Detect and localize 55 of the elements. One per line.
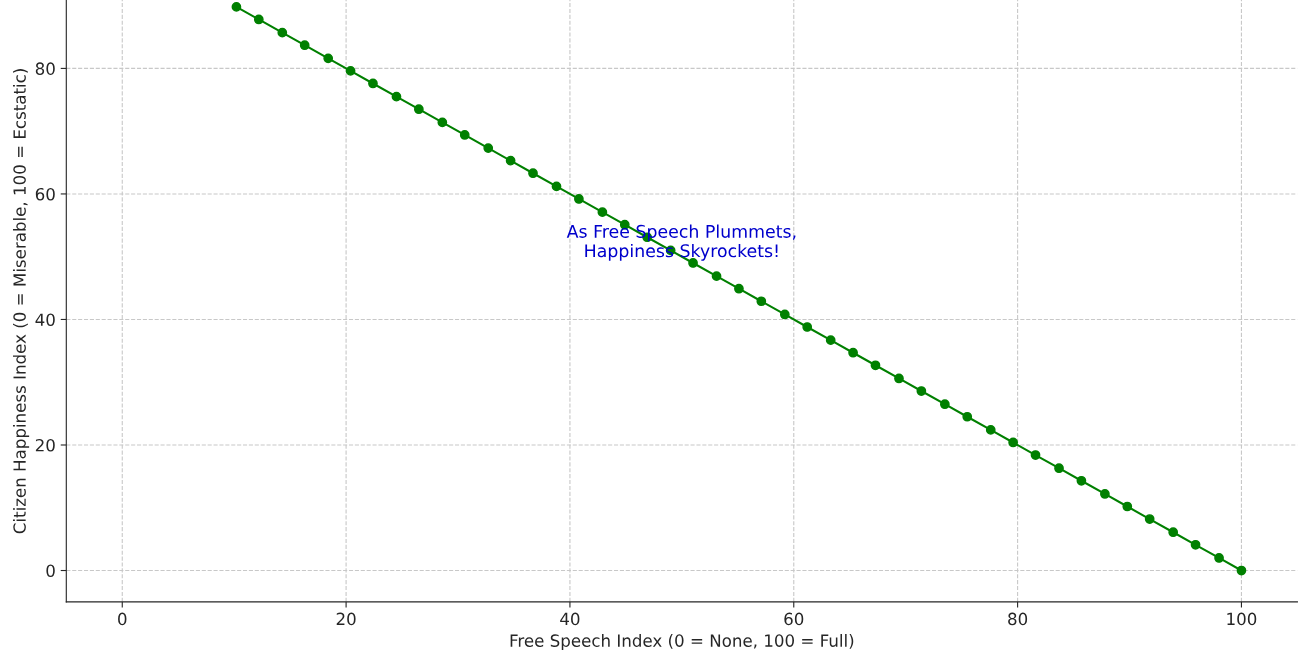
point [1214,553,1224,563]
x-axis-title: Free Speech Index (0 = None, 100 = Full) [510,634,854,650]
point [1008,437,1018,448]
y-tick-label: 60 [35,187,55,201]
annotation: As Free Speech Plummets, Happiness Skyrockets! [566,224,796,261]
point [779,309,790,320]
point [848,347,858,358]
x-tick-label: 40 [560,612,580,626]
point [1168,527,1179,538]
point [231,2,242,12]
point [505,155,516,166]
point [1076,475,1087,486]
point [1030,450,1041,460]
point [253,14,264,25]
point [368,78,378,89]
x-tick-label: 20 [336,612,356,626]
point [711,271,722,282]
x-tick-label: 60 [784,612,804,626]
point [916,386,927,396]
point [1100,489,1110,499]
y-tick-label: 80 [35,62,55,75]
y-axis-title: Citizen Happiness Index (0 = Miserable, 100 = Ecstatic) [12,69,30,534]
point [299,40,310,51]
point [483,143,494,153]
x-tick-label: 100 [1227,612,1257,626]
point [756,296,767,307]
point [1144,514,1155,524]
point [551,181,562,192]
point [277,27,288,38]
point [734,283,744,294]
point [802,322,813,332]
point [345,66,356,76]
x-tick-label: 0 [118,612,127,626]
point [1190,539,1201,550]
point [1054,463,1064,474]
point [1122,501,1133,512]
point [574,194,584,204]
point [459,130,470,140]
point [597,207,608,218]
point [323,53,334,64]
x-tick-label: 80 [1008,612,1028,626]
point [985,425,996,435]
y-tick-label: 0 [46,564,55,578]
point [413,104,424,115]
point [870,360,881,371]
point [962,411,973,422]
point [528,168,538,179]
point [825,335,836,346]
point [391,91,402,102]
point [894,373,904,384]
point [939,399,950,410]
point [1236,565,1247,576]
y-tick-label: 40 [35,313,55,327]
point [437,117,448,128]
y-tick-label: 20 [35,438,55,452]
